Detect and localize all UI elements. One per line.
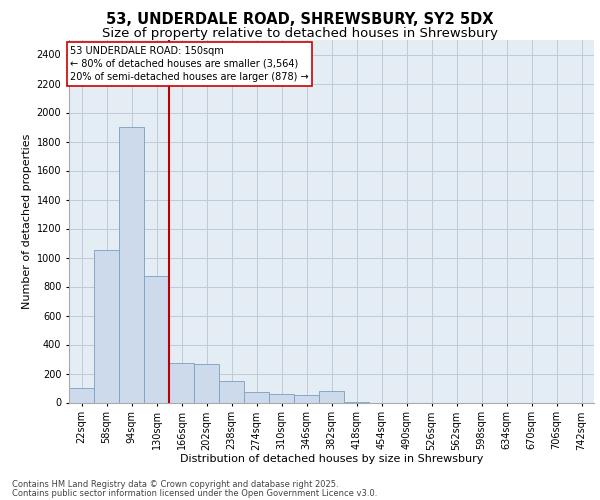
- Text: Contains HM Land Registry data © Crown copyright and database right 2025.: Contains HM Land Registry data © Crown c…: [12, 480, 338, 489]
- Bar: [94, 250, 119, 402]
- Text: Size of property relative to detached houses in Shrewsbury: Size of property relative to detached ho…: [102, 28, 498, 40]
- Text: 53, UNDERDALE ROAD, SHREWSBURY, SY2 5DX: 53, UNDERDALE ROAD, SHREWSBURY, SY2 5DX: [106, 12, 494, 28]
- Bar: [69, 388, 94, 402]
- Text: 53 UNDERDALE ROAD: 150sqm
← 80% of detached houses are smaller (3,564)
20% of se: 53 UNDERDALE ROAD: 150sqm ← 80% of detac…: [70, 46, 309, 82]
- Bar: [194, 364, 219, 403]
- Bar: [169, 364, 194, 403]
- Y-axis label: Number of detached properties: Number of detached properties: [22, 134, 32, 309]
- Bar: [144, 276, 169, 402]
- Bar: [269, 394, 294, 402]
- Bar: [219, 381, 244, 402]
- Bar: [319, 391, 344, 402]
- Bar: [294, 394, 319, 402]
- Text: Contains public sector information licensed under the Open Government Licence v3: Contains public sector information licen…: [12, 488, 377, 498]
- Bar: [244, 392, 269, 402]
- Bar: [119, 127, 144, 402]
- X-axis label: Distribution of detached houses by size in Shrewsbury: Distribution of detached houses by size …: [180, 454, 483, 464]
